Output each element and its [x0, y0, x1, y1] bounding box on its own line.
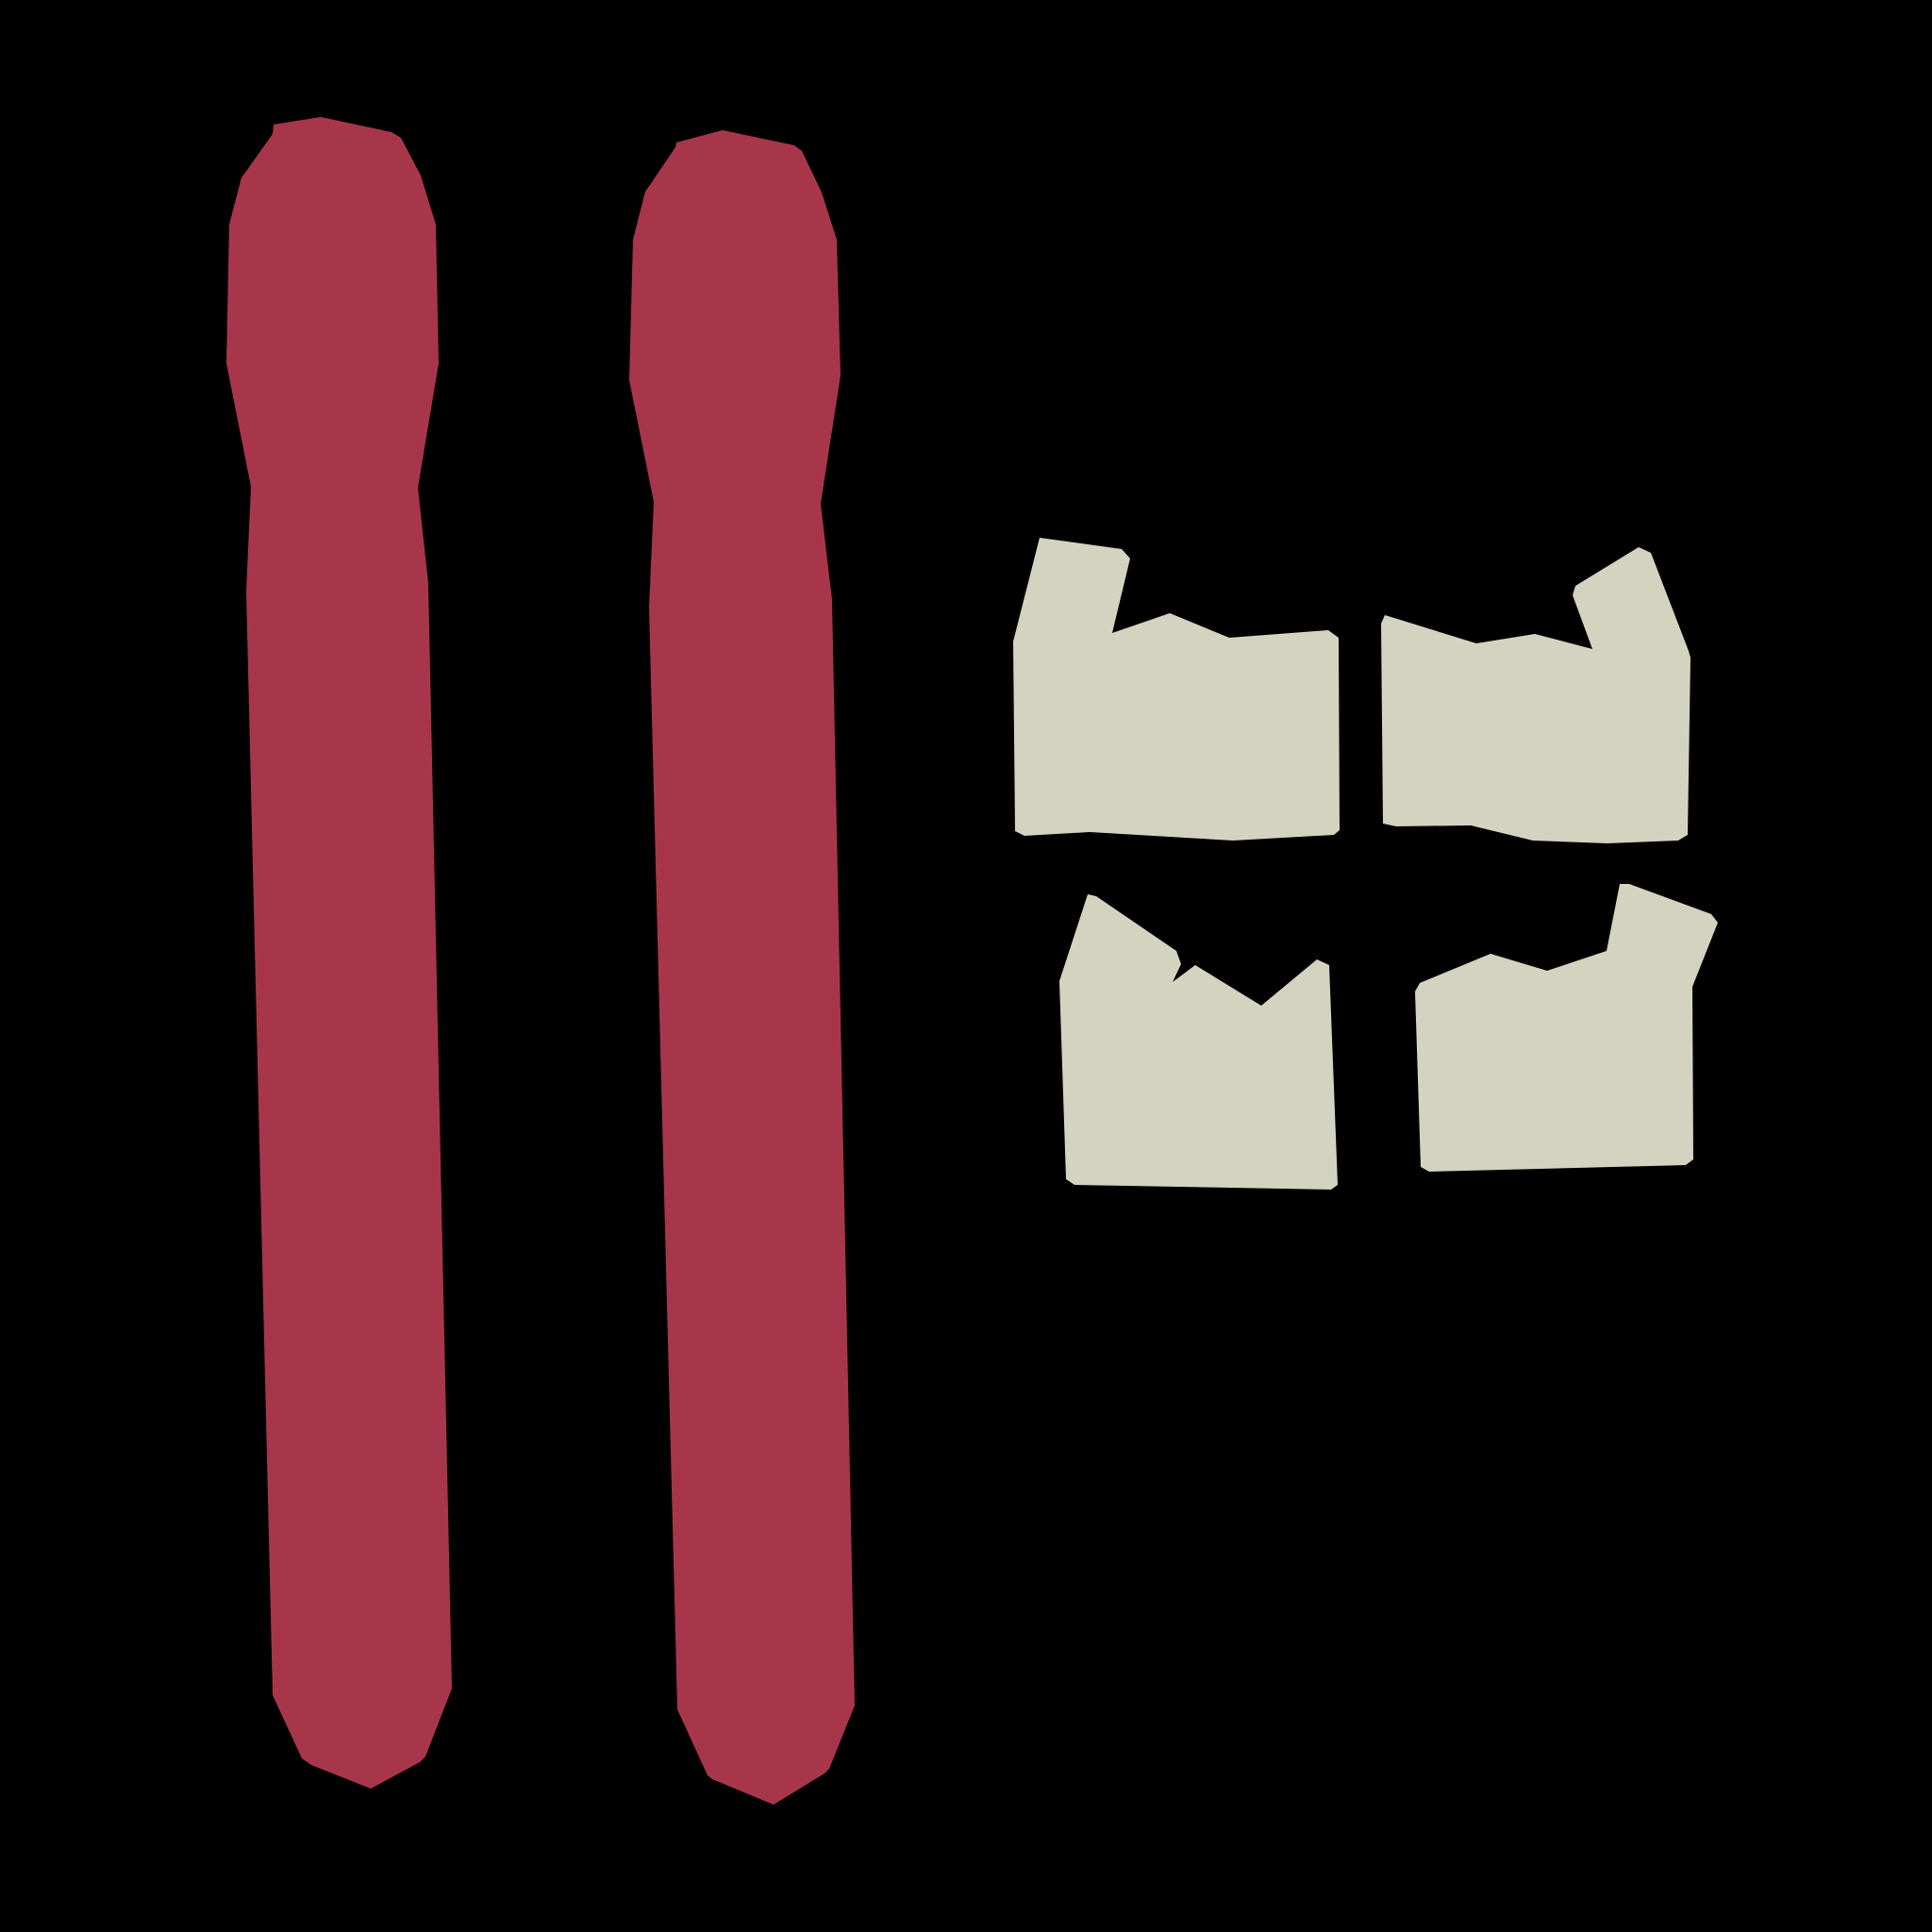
tiles-group: [1013, 538, 1718, 1190]
top-left-tile: [1013, 538, 1340, 841]
red-strips-group: [226, 117, 855, 1805]
left-red-strip: [226, 117, 452, 1789]
top-right-tile: [1381, 547, 1690, 843]
bottom-right-tile: [1415, 884, 1718, 1172]
bottom-left-tile: [1059, 894, 1338, 1190]
right-red-strip: [629, 130, 855, 1805]
